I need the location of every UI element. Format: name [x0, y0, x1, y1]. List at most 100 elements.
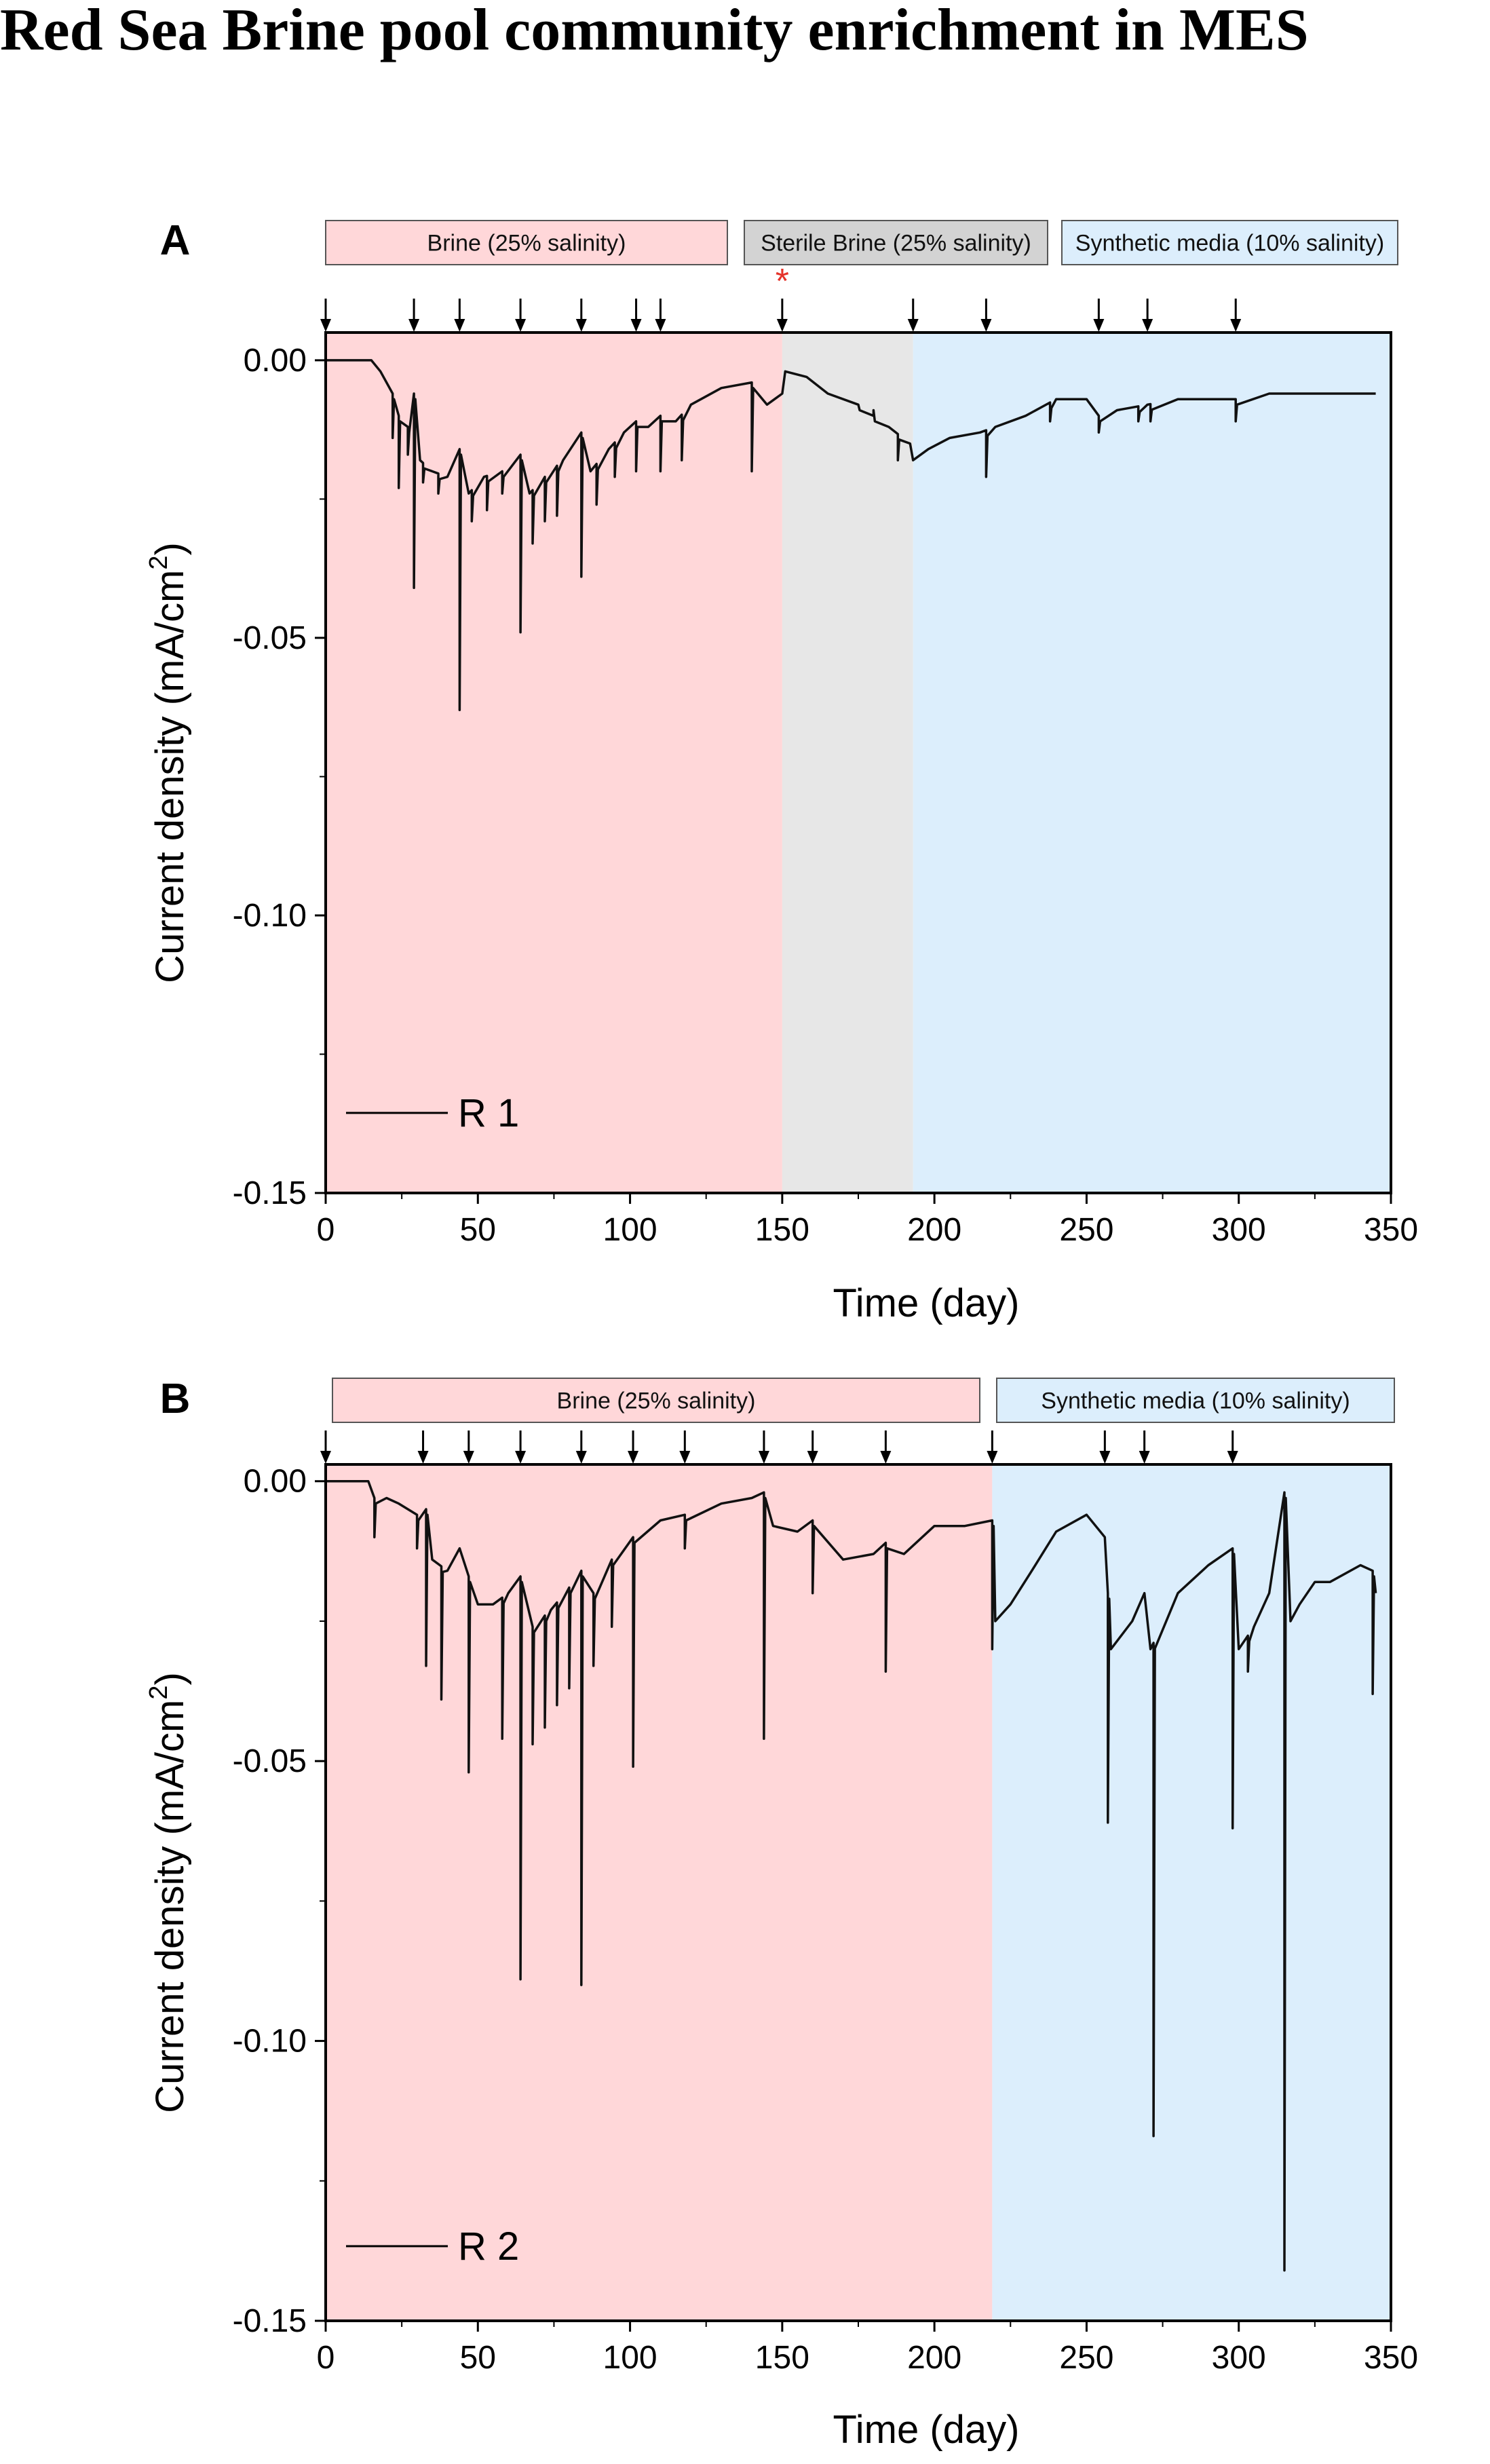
feed-arrow-head: [515, 1451, 527, 1464]
spike-point: [422, 481, 425, 484]
chart-panel-B: Brine (25% salinity) Synthetic media (10%…: [145, 1376, 1418, 2452]
spike-point: [543, 520, 546, 523]
spike-point: [857, 403, 860, 406]
spike-point: [592, 1665, 595, 1667]
page-title: Red Sea Brine pool community enrichment …: [0, 0, 1309, 63]
x-tick-label: 50: [460, 2340, 496, 2376]
feed-arrow-head: [454, 319, 465, 332]
spike-point: [531, 542, 534, 545]
feed-arrow-head: [1099, 1451, 1111, 1464]
spike-point: [683, 1547, 686, 1550]
asterisk-marker: *: [776, 262, 789, 301]
feed-arrow-head: [575, 1451, 587, 1464]
x-tick-label: 350: [1364, 1212, 1418, 1248]
spike-point: [1371, 1692, 1374, 1695]
spike-point: [413, 586, 415, 589]
x-tick-label: 300: [1212, 1212, 1266, 1248]
panel-label: B: [160, 1376, 191, 1422]
phase-label: Brine (25% salinity): [427, 231, 626, 257]
x-tick-label: 300: [1212, 2340, 1266, 2376]
spike-point: [568, 1687, 571, 1690]
feed-arrow-head: [320, 1451, 331, 1464]
x-tick-label: 50: [460, 1212, 496, 1248]
spike-point: [580, 1984, 583, 1986]
spike-point: [425, 1665, 427, 1667]
feed-arrow-head: [417, 1451, 429, 1464]
spike-point: [486, 509, 489, 512]
phase-label-box: [325, 220, 728, 265]
phase-label-box: [332, 1378, 980, 1423]
phase-label-box: [744, 220, 1048, 265]
phase-label-box: [1061, 220, 1398, 265]
spike-point: [519, 1978, 522, 1981]
x-tick-label: 150: [755, 1212, 809, 1248]
phase-band: [992, 1464, 1391, 2321]
x-tick-label: 0: [317, 2340, 335, 2376]
spike-point: [1049, 420, 1052, 423]
y-tick-label: 0.00: [244, 343, 307, 379]
spike-point: [1107, 1821, 1109, 1824]
spike-point: [611, 1625, 613, 1628]
x-tick-label: 250: [1059, 2340, 1113, 2376]
feed-arrow-head: [880, 1451, 892, 1464]
y-tick-label: -0.10: [233, 2024, 307, 2060]
spike-point: [632, 1765, 634, 1768]
spike-point: [872, 409, 875, 412]
spike-point: [458, 708, 461, 711]
x-axis-label: Time (day): [833, 1281, 1020, 1325]
feed-arrow-head: [907, 319, 919, 332]
y-tick-label: -0.10: [233, 898, 307, 934]
spike-point: [985, 476, 987, 478]
feed-arrow-head: [575, 319, 587, 332]
feed-arrow-head: [655, 319, 666, 332]
y-tick-label: 0.00: [244, 1464, 307, 1500]
y-axis-label: Current density (mA/cm2): [145, 542, 192, 983]
spike-point: [750, 470, 753, 473]
spike-point: [681, 459, 683, 461]
spike-point: [467, 1771, 470, 1774]
spike-point: [580, 575, 583, 578]
x-tick-label: 200: [907, 1212, 961, 1248]
x-tick-label: 250: [1059, 1212, 1113, 1248]
spike-point: [635, 470, 638, 473]
spike-point: [406, 453, 409, 456]
spike-point: [991, 1648, 993, 1650]
series-line-R 2: [326, 1479, 1377, 2272]
y-tick-label: -0.15: [233, 2303, 307, 2339]
spike-point: [440, 1698, 442, 1701]
spike-point: [531, 1743, 534, 1745]
spike-point: [373, 1536, 376, 1538]
x-axis-label: Time (day): [833, 2408, 1020, 2452]
feed-arrow-head: [776, 319, 788, 332]
phase-label: Synthetic media (10% salinity): [1041, 1388, 1350, 1414]
spike-point: [416, 1547, 419, 1550]
spike-point: [1097, 431, 1100, 434]
phase-band: [326, 333, 782, 1193]
phase-band: [326, 1464, 993, 2321]
x-tick-label: 0: [317, 1212, 335, 1248]
spike-point: [1234, 420, 1237, 423]
spike-point: [556, 1704, 558, 1707]
spike-point: [437, 492, 440, 495]
feed-arrow-head: [515, 319, 527, 332]
spike-point: [543, 1726, 546, 1729]
feed-arrow-head: [1227, 1451, 1238, 1464]
feed-arrow-head: [463, 1451, 474, 1464]
spike-point: [595, 504, 598, 506]
phase-band: [782, 333, 913, 1193]
spike-point: [1152, 2135, 1155, 2138]
spike-point: [1231, 1827, 1234, 1830]
feed-arrow-head: [408, 319, 420, 332]
feed-arrow-head: [630, 319, 642, 332]
feed-arrow-head: [807, 1451, 818, 1464]
legend-label: R 2: [458, 2224, 519, 2269]
x-tick-label: 200: [907, 2340, 961, 2376]
feed-arrow-head: [980, 319, 992, 332]
feed-arrow-head: [1093, 319, 1105, 332]
spike-point: [659, 470, 662, 473]
spike-point: [501, 492, 503, 495]
feed-arrow-head: [628, 1451, 639, 1464]
phase-band: [913, 333, 1391, 1193]
phase-label: Synthetic media (10% salinity): [1075, 231, 1384, 257]
